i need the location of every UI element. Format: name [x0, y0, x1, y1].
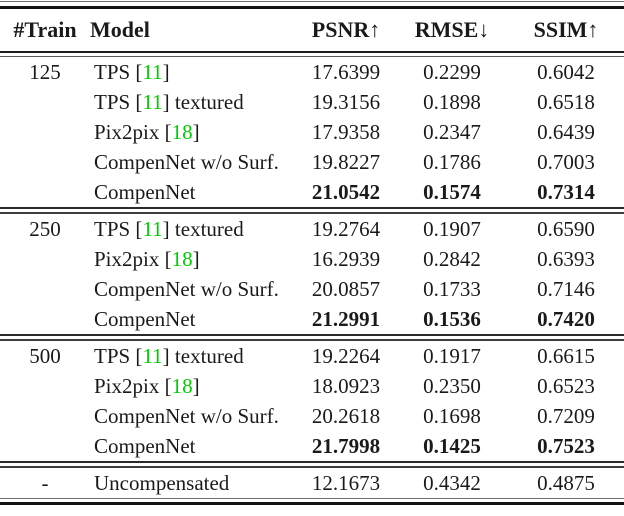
table-row: CompenNet 21.2991 0.1536 0.7420 — [0, 304, 624, 334]
table-row: CompenNet w/o Surf. 20.0857 0.1733 0.7146 — [0, 274, 624, 304]
table-row: 500 TPS [11] textured 19.2264 0.1917 0.6615 — [0, 341, 624, 371]
rmse-cell: 0.1698 — [423, 403, 481, 428]
rmse-cell: 0.1536 — [423, 306, 481, 331]
table-top-rule — [0, 1, 624, 9]
group-separator-rule — [0, 207, 624, 214]
table-row: CompenNet 21.7998 0.1425 0.7523 — [0, 431, 624, 461]
psnr-cell: 19.3156 — [311, 89, 381, 114]
model-cell: TPS [11] textured — [94, 216, 244, 241]
psnr-cell: 18.0923 — [311, 373, 381, 398]
psnr-cell: 19.8227 — [311, 149, 381, 174]
model-cell: Pix2pix [18] — [94, 119, 200, 144]
table-row-uncompensated: - Uncompensated 12.1673 0.4342 0.4875 — [0, 468, 624, 498]
ssim-cell: 0.6042 — [537, 59, 595, 84]
rmse-cell: 0.1917 — [423, 343, 481, 368]
model-cell: TPS [11] textured — [94, 343, 244, 368]
ssim-cell: 0.6518 — [537, 89, 595, 114]
table-row: CompenNet w/o Surf. 19.8227 0.1786 0.7003 — [0, 147, 624, 177]
column-header-rmse: RMSE↓ — [414, 17, 490, 42]
table-bottom-rule — [0, 498, 624, 505]
table-header-row: #Train Model PSNR↑ RMSE↓ SSIM↑ — [0, 9, 624, 51]
ssim-cell: 0.4875 — [537, 470, 595, 495]
table-row: Pix2pix [18] 17.9358 0.2347 0.6439 — [0, 117, 624, 147]
model-cell: CompenNet — [94, 179, 196, 204]
psnr-cell: 17.9358 — [311, 119, 381, 144]
ssim-cell: 0.7003 — [537, 149, 595, 174]
group-separator-rule — [0, 461, 624, 468]
model-cell: Pix2pix [18] — [94, 246, 200, 271]
table-row: Pix2pix [18] 18.0923 0.2350 0.6523 — [0, 371, 624, 401]
ssim-cell: 0.6393 — [537, 246, 595, 271]
ssim-cell: 0.6523 — [537, 373, 595, 398]
table-row: CompenNet w/o Surf. 20.2618 0.1698 0.7209 — [0, 401, 624, 431]
psnr-cell: 20.0857 — [311, 276, 381, 301]
model-cell: CompenNet w/o Surf. — [94, 403, 279, 428]
column-header-model: Model — [90, 17, 150, 42]
model-cell: TPS [11] textured — [94, 89, 244, 114]
rmse-cell: 0.1733 — [423, 276, 481, 301]
citation-number: 18 — [171, 373, 193, 398]
rmse-cell: 0.4342 — [423, 470, 481, 495]
rmse-cell: 0.2299 — [423, 59, 481, 84]
model-cell: CompenNet — [94, 306, 196, 331]
train-count-cell: 500 — [29, 343, 61, 368]
column-header-ssim: SSIM↑ — [533, 17, 599, 42]
citation-number: 11 — [142, 343, 163, 368]
train-count-cell: 250 — [29, 216, 61, 241]
model-cell: Pix2pix [18] — [94, 373, 200, 398]
model-cell: CompenNet — [94, 433, 196, 458]
psnr-cell: 12.1673 — [311, 470, 381, 495]
table-row: Pix2pix [18] 16.2939 0.2842 0.6393 — [0, 244, 624, 274]
ssim-cell: 0.7314 — [537, 179, 595, 204]
model-cell: CompenNet w/o Surf. — [94, 149, 279, 174]
column-header-psnr: PSNR↑ — [311, 17, 381, 42]
ssim-cell: 0.6439 — [537, 119, 595, 144]
model-cell: CompenNet w/o Surf. — [94, 276, 279, 301]
rmse-cell: 0.1425 — [423, 433, 481, 458]
psnr-cell: 19.2764 — [311, 216, 381, 241]
train-count-cell: - — [41, 470, 49, 495]
psnr-cell: 16.2939 — [311, 246, 381, 271]
model-cell: Uncompensated — [94, 470, 230, 495]
psnr-cell: 21.7998 — [311, 433, 381, 458]
citation-number: 11 — [142, 89, 163, 114]
psnr-cell: 21.2991 — [311, 306, 381, 331]
ssim-cell: 0.7146 — [537, 276, 595, 301]
rmse-cell: 0.2842 — [423, 246, 481, 271]
table-body-groups: 125 TPS [11] 17.6399 0.2299 0.6042 TPS [11] t… — [0, 57, 624, 468]
rmse-cell: 0.2347 — [423, 119, 481, 144]
group-separator-rule — [0, 334, 624, 341]
psnr-cell: 19.2264 — [311, 343, 381, 368]
model-cell: TPS [11] — [94, 59, 170, 84]
psnr-cell: 21.0542 — [311, 179, 381, 204]
column-header-train: #Train — [13, 17, 77, 42]
ssim-cell: 0.7209 — [537, 403, 595, 428]
rmse-cell: 0.1574 — [423, 179, 481, 204]
citation-number: 11 — [142, 216, 163, 241]
citation-number: 11 — [142, 59, 163, 84]
ssim-cell: 0.6590 — [537, 216, 595, 241]
table-row: TPS [11] textured 19.3156 0.1898 0.6518 — [0, 87, 624, 117]
psnr-cell: 17.6399 — [311, 59, 381, 84]
ssim-cell: 0.6615 — [537, 343, 595, 368]
header-separator-rule — [0, 51, 624, 57]
rmse-cell: 0.1786 — [423, 149, 481, 174]
citation-number: 18 — [171, 246, 193, 271]
table-row: 125 TPS [11] 17.6399 0.2299 0.6042 — [0, 57, 624, 87]
psnr-cell: 20.2618 — [311, 403, 381, 428]
table-row: 250 TPS [11] textured 19.2764 0.1907 0.6590 — [0, 214, 624, 244]
rmse-cell: 0.1898 — [423, 89, 481, 114]
ssim-cell: 0.7523 — [537, 433, 595, 458]
rmse-cell: 0.1907 — [423, 216, 481, 241]
table-row: CompenNet 21.0542 0.1574 0.7314 — [0, 177, 624, 207]
citation-number: 18 — [171, 119, 193, 144]
train-count-cell: 125 — [29, 59, 61, 84]
ssim-cell: 0.7420 — [537, 306, 595, 331]
rmse-cell: 0.2350 — [423, 373, 481, 398]
